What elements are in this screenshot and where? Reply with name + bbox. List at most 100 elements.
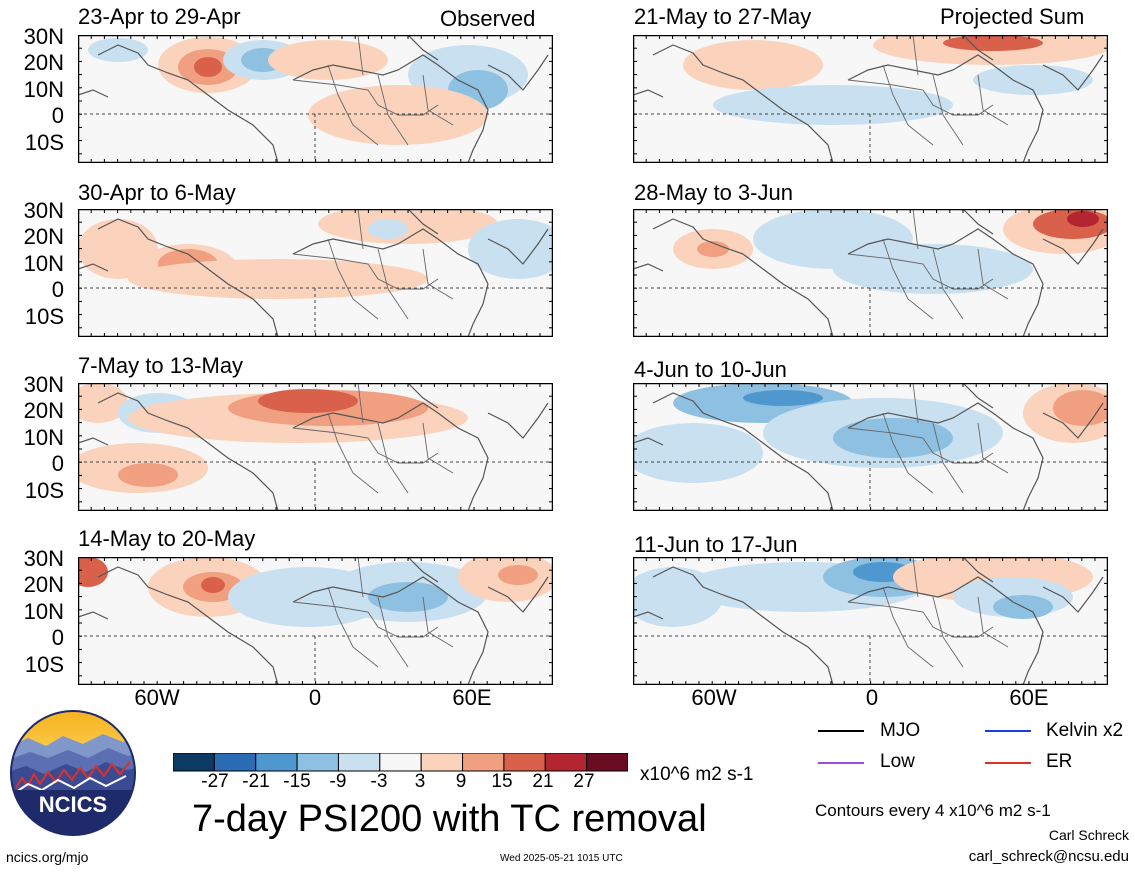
- anomaly-shading: [468, 219, 553, 279]
- legend-label-kelvin: Kelvin x2: [1046, 720, 1124, 741]
- ytick: 0: [51, 103, 64, 128]
- anomaly-shading: [1067, 211, 1099, 227]
- ytick: 30N: [23, 372, 64, 397]
- anomaly-shading: [713, 85, 953, 125]
- panel-date-left-1: 23-Apr to 29-Apr: [78, 4, 241, 29]
- xtick-right-60e: 60E: [1009, 685, 1049, 710]
- coastline: [78, 557, 549, 685]
- anomaly-shading: [258, 389, 358, 413]
- colorbar-tick: -21: [242, 771, 270, 792]
- panel-date-right-3: 4-Jun to 10-Jun: [634, 357, 787, 382]
- coastline: [633, 209, 1104, 337]
- observed-label: Observed: [440, 6, 536, 31]
- colorbar-tick: -27: [201, 771, 229, 792]
- colorbar-tick: 15: [491, 771, 513, 792]
- xtick-left-60e: 60E: [452, 685, 492, 710]
- legend-line-er: [985, 762, 1031, 764]
- panel-date-left-3: 7-May to 13-May: [78, 353, 244, 378]
- ytick: 10S: [24, 478, 64, 503]
- anomaly-shading: [697, 241, 729, 257]
- colorbar-swatch: [337, 752, 381, 772]
- anomaly-shading: [78, 219, 158, 279]
- anomaly-shading: [943, 35, 1043, 51]
- anomaly-shading: [128, 259, 428, 299]
- ytick: 30N: [23, 198, 64, 223]
- colorbar-swatch: [586, 752, 629, 772]
- map-panel-left-4: [78, 557, 553, 685]
- ncics-logo: NCICS: [8, 708, 138, 843]
- ytick: 30N: [23, 546, 64, 571]
- xtick-right-60w: 60W: [691, 685, 737, 710]
- colorbar-unit: x10^6 m2 s-1: [640, 764, 754, 785]
- site-link[interactable]: ncics.org/mjo: [6, 849, 89, 865]
- colorbar-swatch: [379, 752, 422, 772]
- country-borders: [847, 557, 1009, 668]
- country-borders: [847, 383, 1009, 494]
- coastline: [78, 209, 549, 337]
- anomaly-shading: [833, 418, 953, 458]
- colorbar: [172, 752, 629, 778]
- colorbar-swatch: [420, 752, 464, 772]
- country-borders: [292, 557, 454, 668]
- timestamp: Wed 2025-05-21 1015 UTC: [500, 853, 623, 864]
- country-borders: [292, 209, 454, 320]
- map-panel-right-1: [633, 35, 1108, 163]
- logo-text: NCICS: [39, 792, 107, 817]
- anomaly-shading: [118, 463, 178, 487]
- country-borders: [292, 383, 454, 494]
- anomaly-shading: [268, 40, 388, 80]
- xtick-left-60w: 60W: [134, 685, 180, 710]
- legend-label-er: ER: [1046, 751, 1073, 772]
- country-borders: [847, 209, 1009, 320]
- map-panel-left-3: [78, 383, 553, 511]
- country-borders: [292, 35, 454, 146]
- map-panel-left-2: [78, 209, 553, 337]
- colorbar-tick: 3: [414, 771, 426, 792]
- colorbar-swatch: [503, 752, 546, 772]
- country-borders: [847, 35, 1009, 146]
- colorbar-tick: -15: [283, 771, 311, 792]
- ytick: 30N: [23, 24, 64, 49]
- map-panel-right-4: [633, 557, 1108, 685]
- ytick: 10N: [23, 251, 64, 276]
- anomaly-shading: [318, 209, 498, 244]
- ytick: 20N: [23, 572, 64, 597]
- ytick: 10S: [24, 652, 64, 677]
- contours-note: Contours every 4 x10^6 m2 s-1: [815, 801, 1051, 820]
- colorbar-tick: 9: [455, 771, 467, 792]
- ytick: 0: [51, 625, 64, 650]
- coastline: [633, 383, 1104, 511]
- anomaly-shading: [498, 565, 538, 585]
- legend-label-mjo: MJO: [880, 720, 921, 741]
- author-email[interactable]: carl_schreck@ncsu.edu: [968, 848, 1129, 865]
- colorbar-swatch: [462, 752, 505, 772]
- colorbar-swatch: [255, 752, 298, 772]
- anomaly-shading: [743, 390, 823, 406]
- anomaly-shading: [368, 582, 448, 612]
- colorbar-swatch: [544, 752, 588, 772]
- coastline: [633, 35, 1104, 163]
- legend-line-kelvin: [985, 730, 1031, 732]
- anomaly-shading: [78, 383, 128, 423]
- ytick: 10N: [23, 599, 64, 624]
- colorbar-swatch: [296, 752, 339, 772]
- anomaly-shading: [88, 38, 148, 62]
- panel-date-left-4: 14-May to 20-May: [78, 526, 256, 551]
- anomaly-shading: [201, 577, 225, 593]
- coastline: [633, 557, 1104, 685]
- coastline: [78, 383, 549, 511]
- anomaly-shading: [683, 40, 823, 90]
- colorbar-swatch: [172, 752, 215, 772]
- map-panel-right-3: [633, 383, 1108, 511]
- xtick-right-0: 0: [865, 685, 879, 710]
- main-title: 7-day PSI200 with TC removal: [192, 798, 707, 840]
- colorbar-tick: -9: [329, 771, 347, 792]
- colorbar-tick: 21: [532, 771, 554, 792]
- legend-line-mjo: [818, 730, 864, 732]
- ytick: 10S: [24, 304, 64, 329]
- anomaly-shading: [833, 244, 1033, 294]
- anomaly-shading: [78, 557, 108, 587]
- map-panel-left-1: [78, 35, 553, 163]
- anomaly-shading: [368, 219, 408, 239]
- legend-label-low: Low: [880, 751, 915, 772]
